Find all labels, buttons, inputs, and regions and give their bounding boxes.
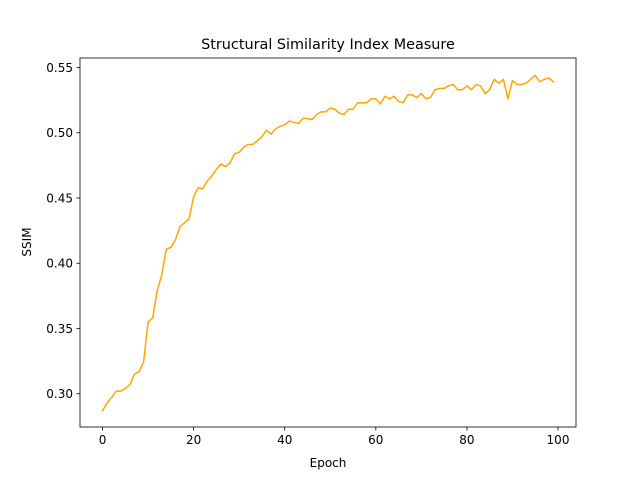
x-axis-label: Epoch [310, 456, 347, 470]
y-tick-label: 0.50 [46, 126, 73, 140]
x-tick-label: 20 [186, 433, 201, 447]
y-tick-label: 0.45 [46, 191, 73, 205]
x-tick-label: 0 [99, 433, 107, 447]
x-tick-label: 80 [459, 433, 474, 447]
y-tick-label: 0.40 [46, 257, 73, 271]
y-tick-label: 0.55 [46, 61, 73, 75]
y-axis: 0.30 0.35 0.40 0.45 0.50 0.55 [46, 61, 80, 401]
chart-title: Structural Similarity Index Measure [201, 37, 455, 53]
y-tick-label: 0.35 [46, 322, 73, 336]
y-axis-label: SSIM [20, 227, 34, 256]
x-tick-label: 40 [277, 433, 292, 447]
plot-area [79, 57, 577, 428]
x-tick-label: 60 [368, 433, 383, 447]
plot-frame [79, 57, 577, 428]
x-axis: 0 20 40 60 80 100 [99, 427, 570, 447]
series-line-0 [101, 74, 555, 412]
y-tick-label: 0.30 [46, 387, 73, 401]
x-tick-label: 100 [547, 433, 570, 447]
